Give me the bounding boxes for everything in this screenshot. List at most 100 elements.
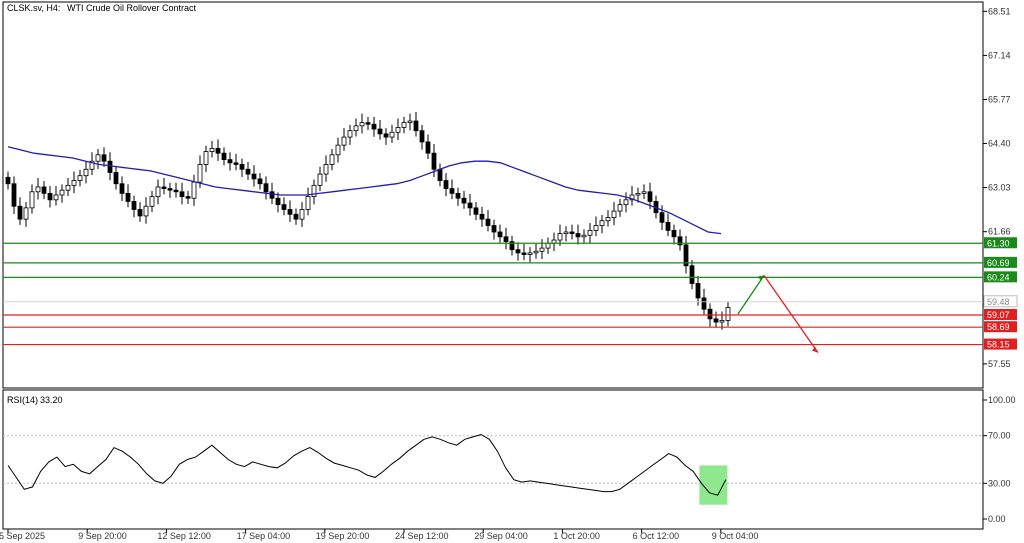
- bearish-candle: [413, 120, 419, 132]
- bearish-candle: [113, 172, 119, 185]
- bullish-candle: [353, 125, 359, 132]
- bearish-candle: [701, 297, 707, 310]
- level-tag: [984, 308, 1017, 320]
- bullish-candle: [635, 192, 641, 196]
- bearish-candle: [467, 202, 473, 209]
- bullish-candle: [401, 122, 407, 128]
- level-tag: [984, 271, 1017, 283]
- rsi-tick-label: 0.00: [988, 514, 1006, 524]
- level-label: 58.69: [987, 322, 1010, 332]
- bearish-candle: [287, 209, 293, 215]
- arrowhead-up: [758, 275, 764, 282]
- bearish-candle: [443, 180, 449, 189]
- price-tick-label: 57.55: [988, 359, 1011, 369]
- bearish-candle: [257, 178, 263, 185]
- bullish-candle: [539, 247, 545, 252]
- bearish-candle: [425, 141, 431, 154]
- bearish-candle: [713, 318, 719, 323]
- bearish-candle: [695, 283, 701, 299]
- bullish-candle: [311, 184, 317, 198]
- bearish-candle: [575, 233, 581, 238]
- bearish-candle: [647, 191, 653, 202]
- bullish-candle: [725, 307, 731, 321]
- bullish-candle: [23, 207, 29, 220]
- bearish-candle: [137, 209, 143, 217]
- time-tick-label: 29 Sep 04:00: [474, 531, 528, 541]
- bullish-candle: [305, 196, 311, 210]
- bearish-candle: [119, 183, 125, 194]
- bearish-candle: [293, 213, 299, 220]
- price-tick-label: 63.03: [988, 183, 1011, 193]
- rsi-line: [7, 433, 727, 496]
- bullish-candle: [629, 194, 635, 201]
- chart-symbol: CLSK.sv, H4:: [7, 3, 60, 13]
- time-tick-label: 19 Sep 20:00: [316, 531, 370, 541]
- bearish-candle: [461, 197, 467, 204]
- bearish-candle: [707, 308, 713, 320]
- bullish-candle: [395, 127, 401, 133]
- bullish-candle: [527, 252, 533, 255]
- bullish-candle: [335, 144, 341, 156]
- level-tag: [984, 338, 1017, 350]
- bullish-candle: [563, 231, 569, 235]
- bearish-candle: [251, 173, 257, 180]
- bearish-candle: [263, 183, 269, 193]
- bearish-candle: [473, 207, 479, 215]
- rsi-panel: [2, 389, 984, 530]
- bearish-candle: [239, 164, 245, 170]
- level-tag: [984, 321, 1017, 333]
- bearish-candle: [233, 162, 239, 165]
- bearish-candle: [227, 159, 233, 164]
- bearish-candle: [455, 192, 461, 199]
- bullish-candle: [341, 136, 347, 146]
- bearish-candle: [269, 191, 275, 199]
- bearish-candle: [515, 249, 521, 254]
- level-label: 59.48: [987, 297, 1010, 307]
- bullish-candle: [329, 154, 335, 165]
- bearish-candle: [167, 188, 173, 191]
- bearish-candle: [479, 213, 485, 220]
- level-label: 60.24: [987, 272, 1010, 282]
- bullish-candle: [389, 131, 395, 138]
- bearish-candle: [161, 186, 167, 189]
- bearish-candle: [659, 212, 665, 223]
- bullish-candle: [557, 233, 563, 241]
- level-label: 58.15: [987, 340, 1010, 350]
- bearish-candle: [671, 229, 677, 238]
- bearish-candle: [677, 236, 683, 246]
- bullish-candle: [347, 130, 353, 138]
- bullish-candle: [89, 160, 95, 170]
- bearish-candle: [419, 130, 425, 143]
- bullish-candle: [143, 205, 149, 217]
- bullish-candle: [581, 234, 587, 238]
- bullish-candle: [155, 186, 161, 198]
- bearish-candle: [131, 201, 137, 210]
- bearish-candle: [5, 176, 11, 185]
- bullish-candle: [407, 120, 413, 124]
- bearish-candle: [101, 154, 107, 162]
- time-tick-label: 12 Sep 12:00: [157, 531, 211, 541]
- bullish-candle: [299, 209, 305, 220]
- bullish-candle: [599, 220, 605, 226]
- bearish-candle: [485, 218, 491, 226]
- bearish-candle: [383, 133, 389, 138]
- level-label: 60.69: [987, 258, 1010, 268]
- time-tick-label: 6 Oct 12:00: [633, 531, 680, 541]
- bullish-candle: [29, 191, 35, 209]
- bullish-candle: [53, 194, 59, 201]
- bearish-candle: [431, 152, 437, 170]
- bullish-candle: [317, 173, 323, 186]
- bearish-candle: [41, 186, 47, 194]
- bullish-candle: [209, 147, 215, 152]
- bearish-candle: [47, 192, 53, 201]
- projection-up-arrow: [737, 275, 765, 315]
- level-label: 59.07: [987, 310, 1010, 320]
- bearish-candle: [569, 231, 575, 235]
- bullish-candle: [359, 122, 365, 127]
- bullish-candle: [611, 210, 617, 218]
- rsi-value: 33.20: [40, 395, 63, 405]
- bearish-candle: [365, 122, 371, 125]
- bullish-candle: [623, 199, 629, 206]
- bearish-candle: [185, 196, 191, 199]
